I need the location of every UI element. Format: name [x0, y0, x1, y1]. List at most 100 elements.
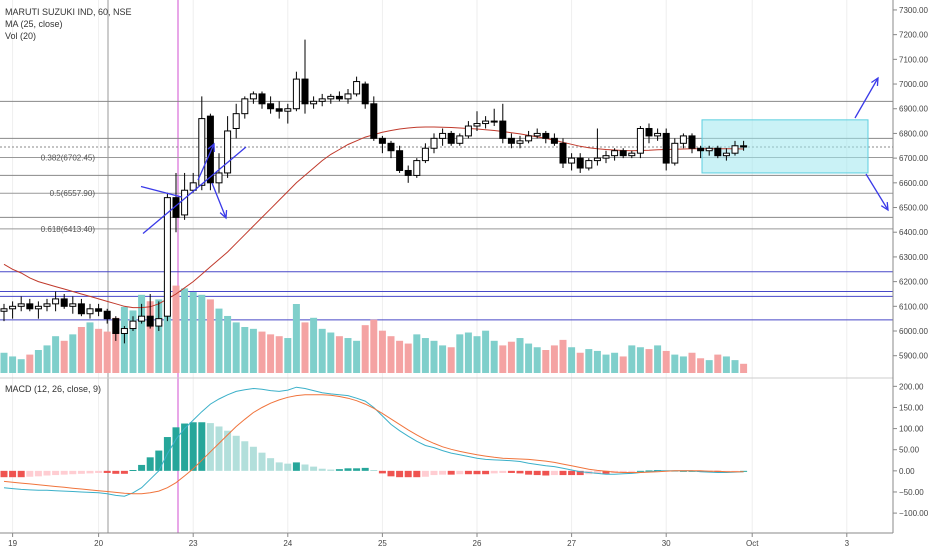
candle [568, 153, 576, 171]
macd-histogram-bar [224, 430, 232, 471]
candle-body [628, 152, 636, 157]
candle [404, 165, 412, 183]
candle-body [731, 145, 739, 154]
volume-bar [34, 350, 42, 373]
macd-histogram-bar [344, 468, 352, 471]
candle-body [206, 115, 214, 184]
volume-bar [103, 331, 111, 373]
candle-body [499, 120, 507, 139]
candle-body [198, 118, 206, 186]
volume-bar [26, 354, 34, 373]
candle [129, 316, 137, 332]
candle [86, 303, 94, 319]
candle [120, 326, 128, 344]
candle-body [284, 108, 292, 112]
time-tick-label: 20 [94, 539, 103, 548]
candle [464, 121, 472, 139]
volume-bar [645, 349, 653, 373]
volume-bar [473, 336, 481, 373]
fibonacci-label: 0.618(6413.40) [41, 225, 96, 234]
volume-bar [602, 354, 610, 373]
volume-bar [335, 336, 343, 373]
candle-body [17, 303, 25, 307]
candle [353, 76, 361, 97]
macd-tick-label: 0.00 [899, 467, 915, 476]
candle-body [585, 160, 593, 169]
candle [662, 128, 670, 171]
volume-bar [456, 334, 464, 373]
macd-histogram-bar [439, 470, 447, 475]
price-tick-label: 7000.00 [899, 80, 928, 89]
candle-body [473, 123, 481, 127]
arrow-up-right-icon-head [871, 76, 879, 87]
candle [224, 116, 232, 178]
candle [258, 91, 266, 109]
time-tick-label: 30 [662, 539, 671, 548]
candle [542, 130, 550, 144]
time-tick-label: 26 [473, 539, 482, 548]
chart-title: MARUTI SUZUKI IND, 60, NSE [5, 7, 132, 17]
volume-bar [215, 308, 223, 373]
macd-histogram-bar [232, 435, 240, 471]
volume-bar [740, 363, 748, 373]
volume-bar [654, 345, 662, 373]
macd-tick-label: 100.00 [899, 425, 924, 434]
candle [284, 103, 292, 124]
candle [34, 301, 42, 319]
macd-histogram-bar [542, 470, 550, 476]
macd-histogram-bar [77, 470, 85, 474]
candle-body [550, 137, 558, 144]
volume-bar [138, 294, 146, 373]
time-tick-label: 19 [8, 539, 17, 548]
candle-body [52, 298, 60, 305]
candle [430, 133, 438, 154]
macd-histogram-bar [52, 470, 60, 476]
macd-pane [0, 377, 893, 497]
candle-body [146, 315, 154, 327]
candle-body [224, 130, 232, 174]
candle [138, 303, 146, 324]
candle [318, 93, 326, 107]
volume-bar [585, 349, 593, 373]
macd-histogram-bar [241, 441, 249, 471]
macd-histogram-bar [421, 470, 429, 477]
price-tick-label: 6200.00 [899, 278, 928, 287]
candle-body [215, 172, 223, 184]
macd-histogram-bar [602, 470, 610, 474]
volume-bar [697, 358, 705, 373]
candle-body [714, 147, 722, 157]
candle [232, 103, 240, 139]
candle-body [636, 127, 644, 154]
volume-bar [344, 338, 352, 373]
volume-bar [722, 356, 730, 373]
time-tick-label: Oct [746, 539, 759, 548]
candle [507, 133, 515, 149]
candle-body [516, 140, 524, 144]
volume-bar [507, 341, 515, 373]
price-tick-label: 6900.00 [899, 105, 928, 114]
volume-bar [232, 322, 240, 373]
candle-body [95, 308, 103, 312]
candle [344, 88, 352, 104]
volume-bar [206, 299, 214, 373]
candle-body [353, 81, 361, 95]
candle [688, 133, 696, 154]
candle [671, 138, 679, 166]
arrow-down-right-icon [865, 173, 889, 212]
volume-bar [69, 334, 77, 373]
candle [95, 303, 103, 317]
candle-body [645, 127, 653, 137]
macd-histogram-bar [447, 470, 455, 475]
volume-bar [146, 301, 154, 373]
price-tick-label: 6300.00 [899, 253, 928, 262]
candle [619, 148, 627, 159]
candle [559, 138, 567, 169]
candle-body [740, 145, 748, 148]
macd-histogram-bar [138, 464, 146, 471]
candle [722, 148, 730, 161]
macd-histogram-bar [430, 470, 438, 476]
arrow-up-icon-shaft [197, 143, 215, 181]
price-tick-label: 6400.00 [899, 228, 928, 237]
candle-body [9, 305, 17, 310]
